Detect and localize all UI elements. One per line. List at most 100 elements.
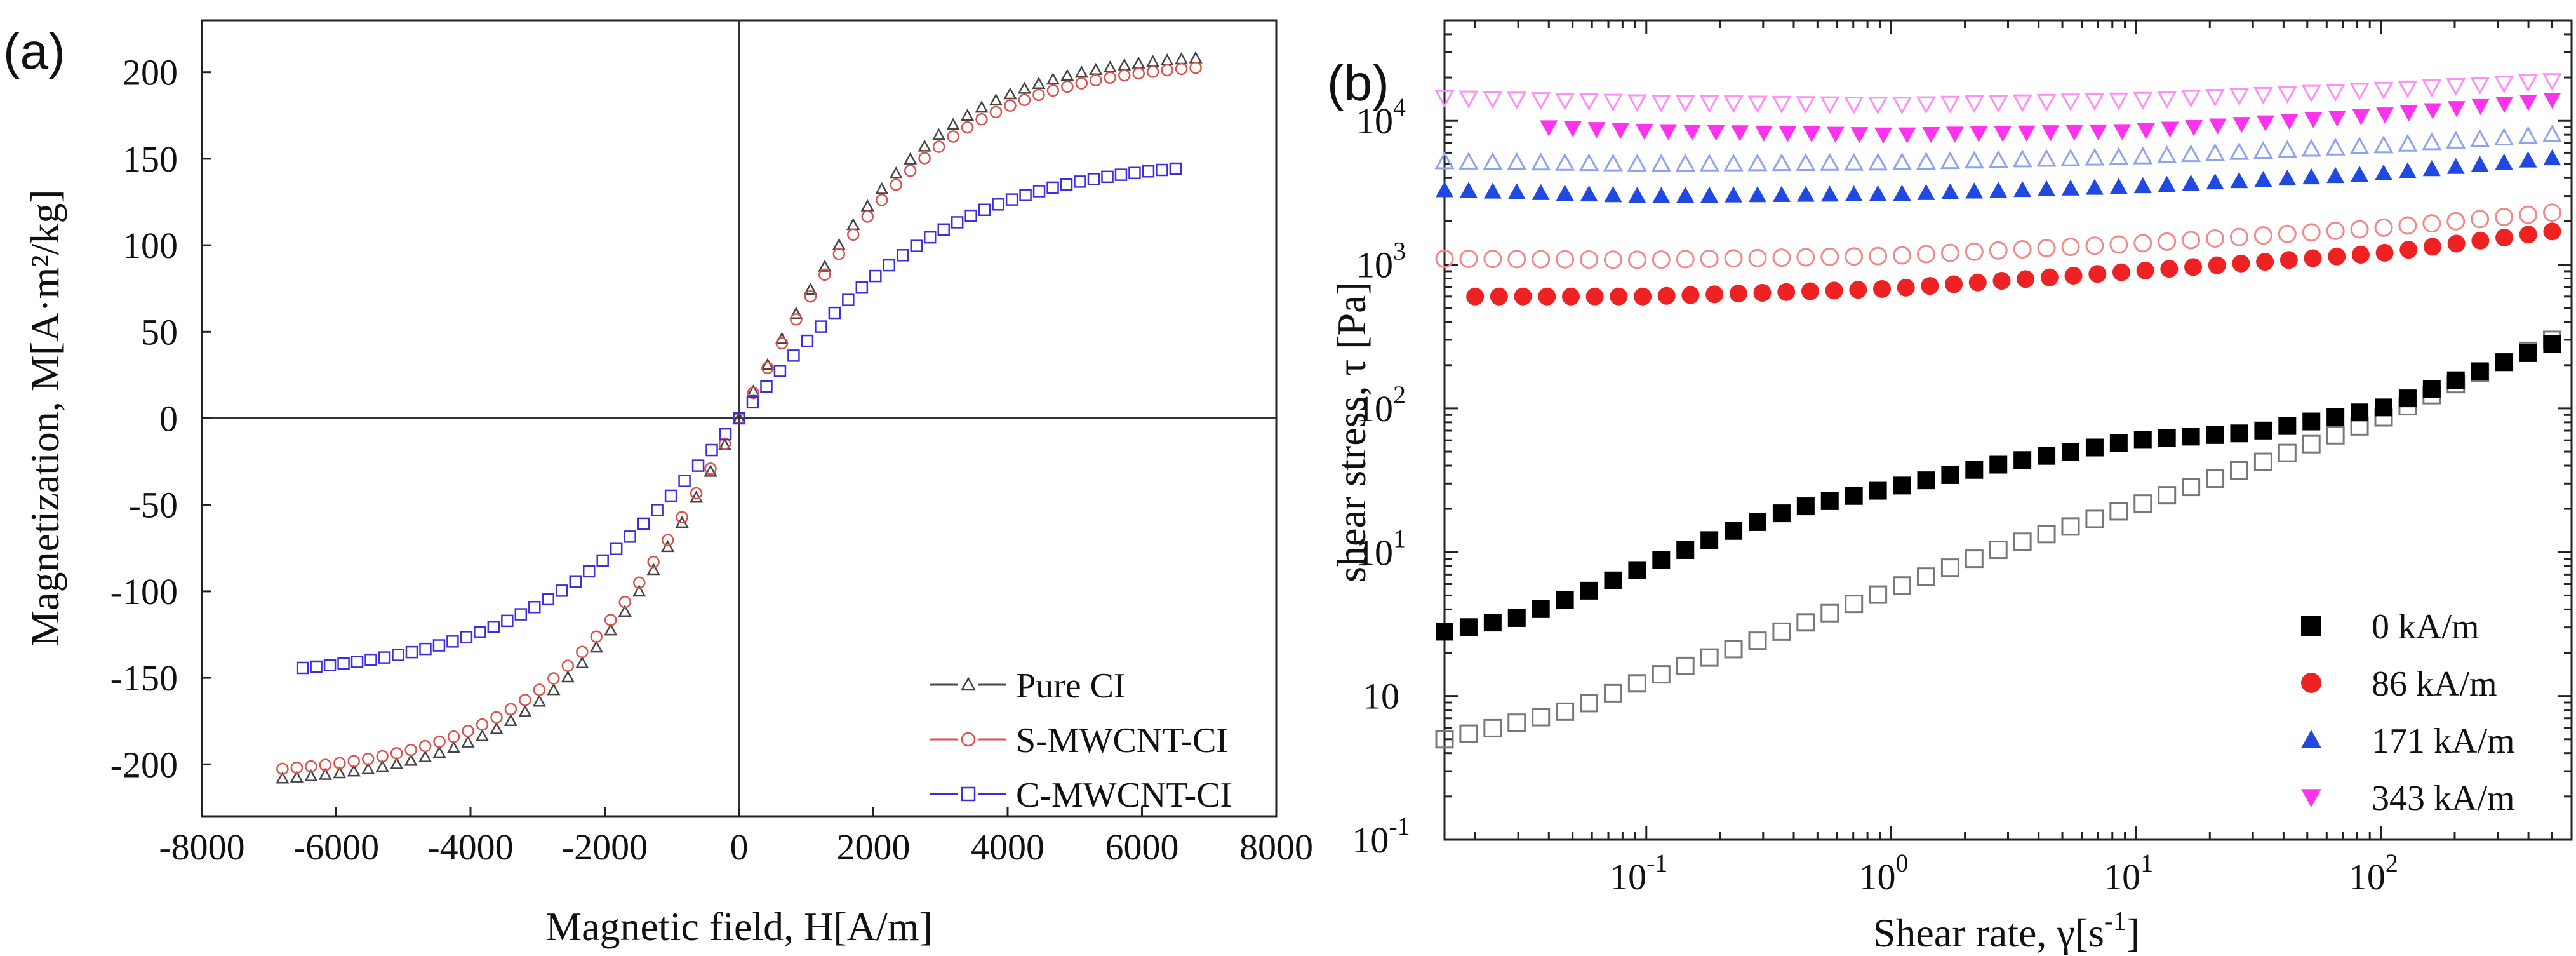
data-point-open [2157,91,2177,109]
legend-entry: S-MWCNT-CI [930,721,1228,760]
data-point [2302,412,2321,431]
data-point-open [2278,443,2297,462]
data-point-open [1627,250,1646,269]
data-point-open [1772,622,1791,641]
data-point [2017,125,2036,142]
tick-exponent: 0 [1895,849,1908,877]
data-point-open [1699,95,1719,113]
data-point [610,542,623,555]
data-point-open [1796,248,1815,267]
data-point-open [2518,126,2539,144]
data-point [1825,281,1843,300]
data-point [1103,60,1117,73]
data-point-open [2494,76,2514,94]
data-point [1850,127,1869,144]
data-point [1731,125,1749,142]
data-point-open [2253,140,2273,159]
data-point-open [2325,137,2346,156]
data-point-open [1940,243,1959,262]
data-point [789,306,803,319]
data-point-open [1869,585,1888,604]
data-point [1873,279,1892,298]
data-point [2519,344,2537,362]
data-point [2041,125,2060,142]
data-point [276,762,289,776]
data-point [2208,118,2227,135]
data-point [547,683,561,696]
data-point [773,365,787,377]
x-tick-label: -8000 [159,826,244,868]
data-point-open [2133,91,2153,110]
data-point [1989,455,2008,474]
data-point-open [1507,713,1526,732]
data-point [310,660,323,673]
data-point-open [2422,214,2441,233]
data-point [375,760,389,772]
data-point-open [1458,90,1479,109]
data-point [632,576,646,589]
data-point-open [1507,91,1527,110]
data-point [775,337,789,350]
data-point [1683,125,1702,141]
data-point [418,750,432,762]
y-tick-label: 10-1 [1352,812,1410,861]
data-point-open [1555,152,1575,171]
data-point [561,659,575,672]
panel-a-marks [276,51,1203,784]
data-point [350,656,364,668]
data-point [433,735,446,748]
data-point [861,210,874,223]
data-point-open [2519,205,2538,224]
data-point-open [1651,95,1671,113]
data-point-open [2206,469,2225,488]
data-point [2446,158,2465,174]
data-point [1556,184,1574,201]
data-point [1725,186,1743,203]
data-point-open [1603,250,1622,269]
data-point-open [1869,246,1888,266]
data-point [2065,125,2084,141]
data-point [815,320,827,333]
y-tick-label: 50 [141,311,178,353]
data-point-open [1434,90,1455,108]
data-point-open [2350,220,2369,239]
data-point-open [1435,730,1454,749]
data-point [1538,287,1556,306]
legend-entry: 86 kA/m [2301,664,2497,704]
data-point-open [2446,212,2466,231]
data-point-open [1747,95,1768,114]
data-point-open [1964,151,1984,169]
legend-marker [961,732,976,747]
data-point [2256,115,2274,131]
legend-marker [2301,616,2321,636]
data-point [390,757,404,769]
data-point-open [2542,203,2561,222]
data-point [2304,249,2322,267]
data-point [1128,166,1141,180]
data-point-open [2061,238,2080,257]
data-point [2085,438,2104,457]
data-point [446,741,461,753]
data-point-open [1989,541,2008,560]
panel-b-label: (b) [1327,55,1389,111]
data-point [1945,126,1964,143]
data-point-open [1435,249,1454,268]
x-tick-label: -2000 [562,826,648,868]
panel-b-xlabel-sup: -1 [2104,907,2126,936]
data-point [1898,127,1916,144]
data-point [296,661,309,675]
data-point [719,428,732,441]
data-point [923,231,937,244]
data-point-open [2542,125,2563,143]
data-point [460,631,473,643]
data-point [575,656,589,668]
data-point [761,358,775,370]
legend-label: S-MWCNT-CI [1016,721,1228,760]
data-point [2280,114,2299,130]
data-point [347,755,361,768]
data-point [2137,123,2155,140]
data-point-open [2325,84,2346,102]
data-point [637,517,650,530]
data-point-open [1652,665,1671,684]
data-point [1754,125,1773,142]
